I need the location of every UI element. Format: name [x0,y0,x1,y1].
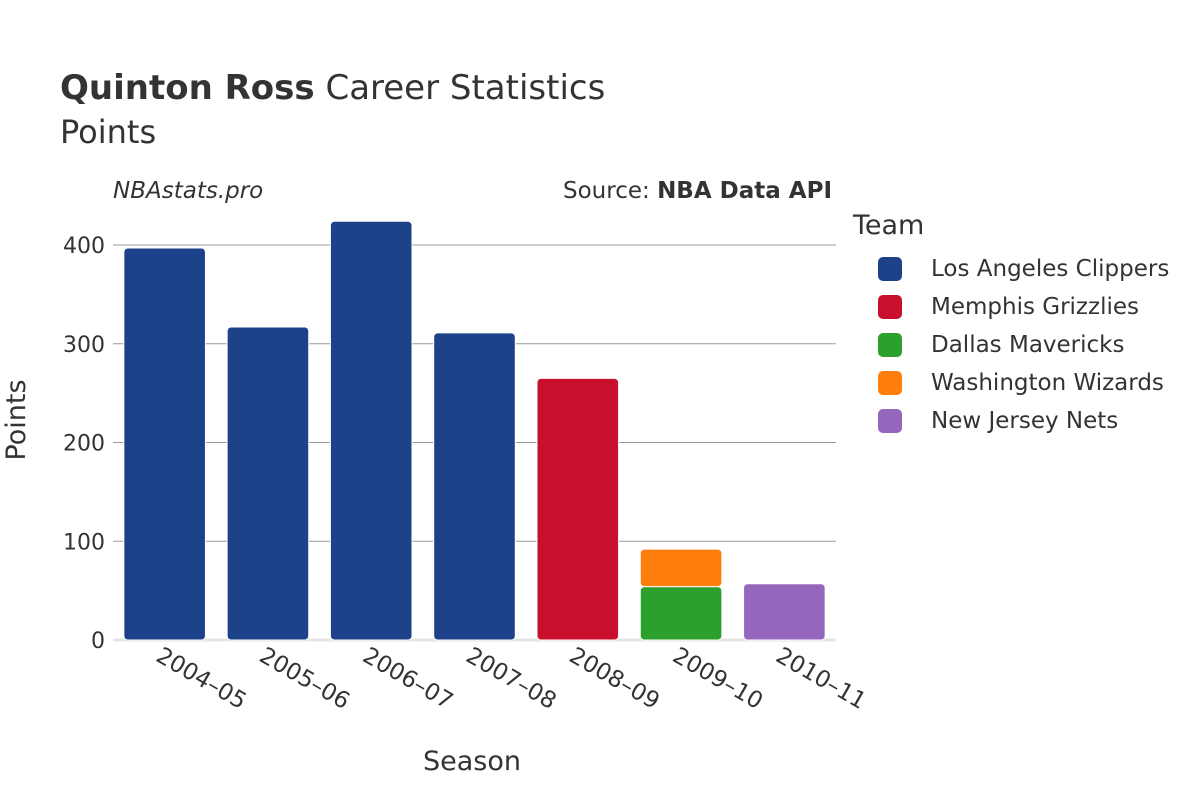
legend: Los Angeles Clippers Memphis Grizzlies Dal… [878,250,1169,440]
x-axis-label: Season [423,746,521,777]
y-axis-ticks: 0 100 200 300 400 [63,234,105,654]
source-prefix: Source: [563,178,658,204]
legend-item[interactable]: New Jersey Nets [878,402,1169,440]
legend-item[interactable]: Los Angeles Clippers [878,250,1169,288]
y-tick-label: 300 [63,333,105,358]
bar [123,247,206,641]
legend-item[interactable]: Memphis Grizzlies [878,288,1169,326]
chart-title: Quinton Ross Career Statistics [60,68,605,108]
y-axis-label: Points [1,379,32,460]
bars [123,220,826,641]
bar [433,332,516,641]
legend-label: Los Angeles Clippers [931,256,1170,282]
legend-label: Dallas Mavericks [931,332,1125,358]
y-tick-label: 100 [63,530,105,555]
legend-item[interactable]: Washington Wizards [878,364,1169,402]
legend-swatch [878,409,902,433]
player-name: Quinton Ross [60,68,315,108]
x-tick-label: 2009–10 [668,643,767,715]
y-tick-label: 0 [91,629,105,654]
legend-item[interactable]: Dallas Mavericks [878,326,1169,364]
legend-label: Washington Wizards [931,370,1164,396]
x-tick-label: 2007–08 [462,643,561,715]
x-tick-label: 2010–11 [771,643,870,715]
source-name: NBA Data API [657,178,832,204]
title-rest: Career Statistics [325,68,606,108]
y-tick-label: 400 [63,234,105,259]
y-tick-label: 200 [63,432,105,457]
legend-title: Team [853,210,925,241]
bar [226,326,310,641]
x-tick-label: 2004–05 [152,643,251,715]
x-tick-label: 2006–07 [358,643,457,715]
x-tick-label: 2005–06 [255,643,354,715]
bar [639,586,723,641]
bar [536,377,620,641]
source-credit: Source: NBA Data API [563,178,832,204]
legend-swatch [878,333,902,357]
x-tick-label: 2008–09 [565,643,664,715]
bar [743,583,826,641]
legend-label: Memphis Grizzlies [931,294,1139,320]
site-credit: NBAstats.pro [113,178,264,204]
legend-label: New Jersey Nets [931,408,1119,434]
chart-subtitle: Points [60,113,157,151]
legend-swatch [878,295,902,319]
x-axis-ticks: 2004–05 2005–06 2006–07 2007–08 2008–09 2009–… [152,643,871,715]
legend-swatch [878,257,902,281]
legend-swatch [878,371,902,395]
bar [329,220,413,641]
bar [639,548,723,588]
